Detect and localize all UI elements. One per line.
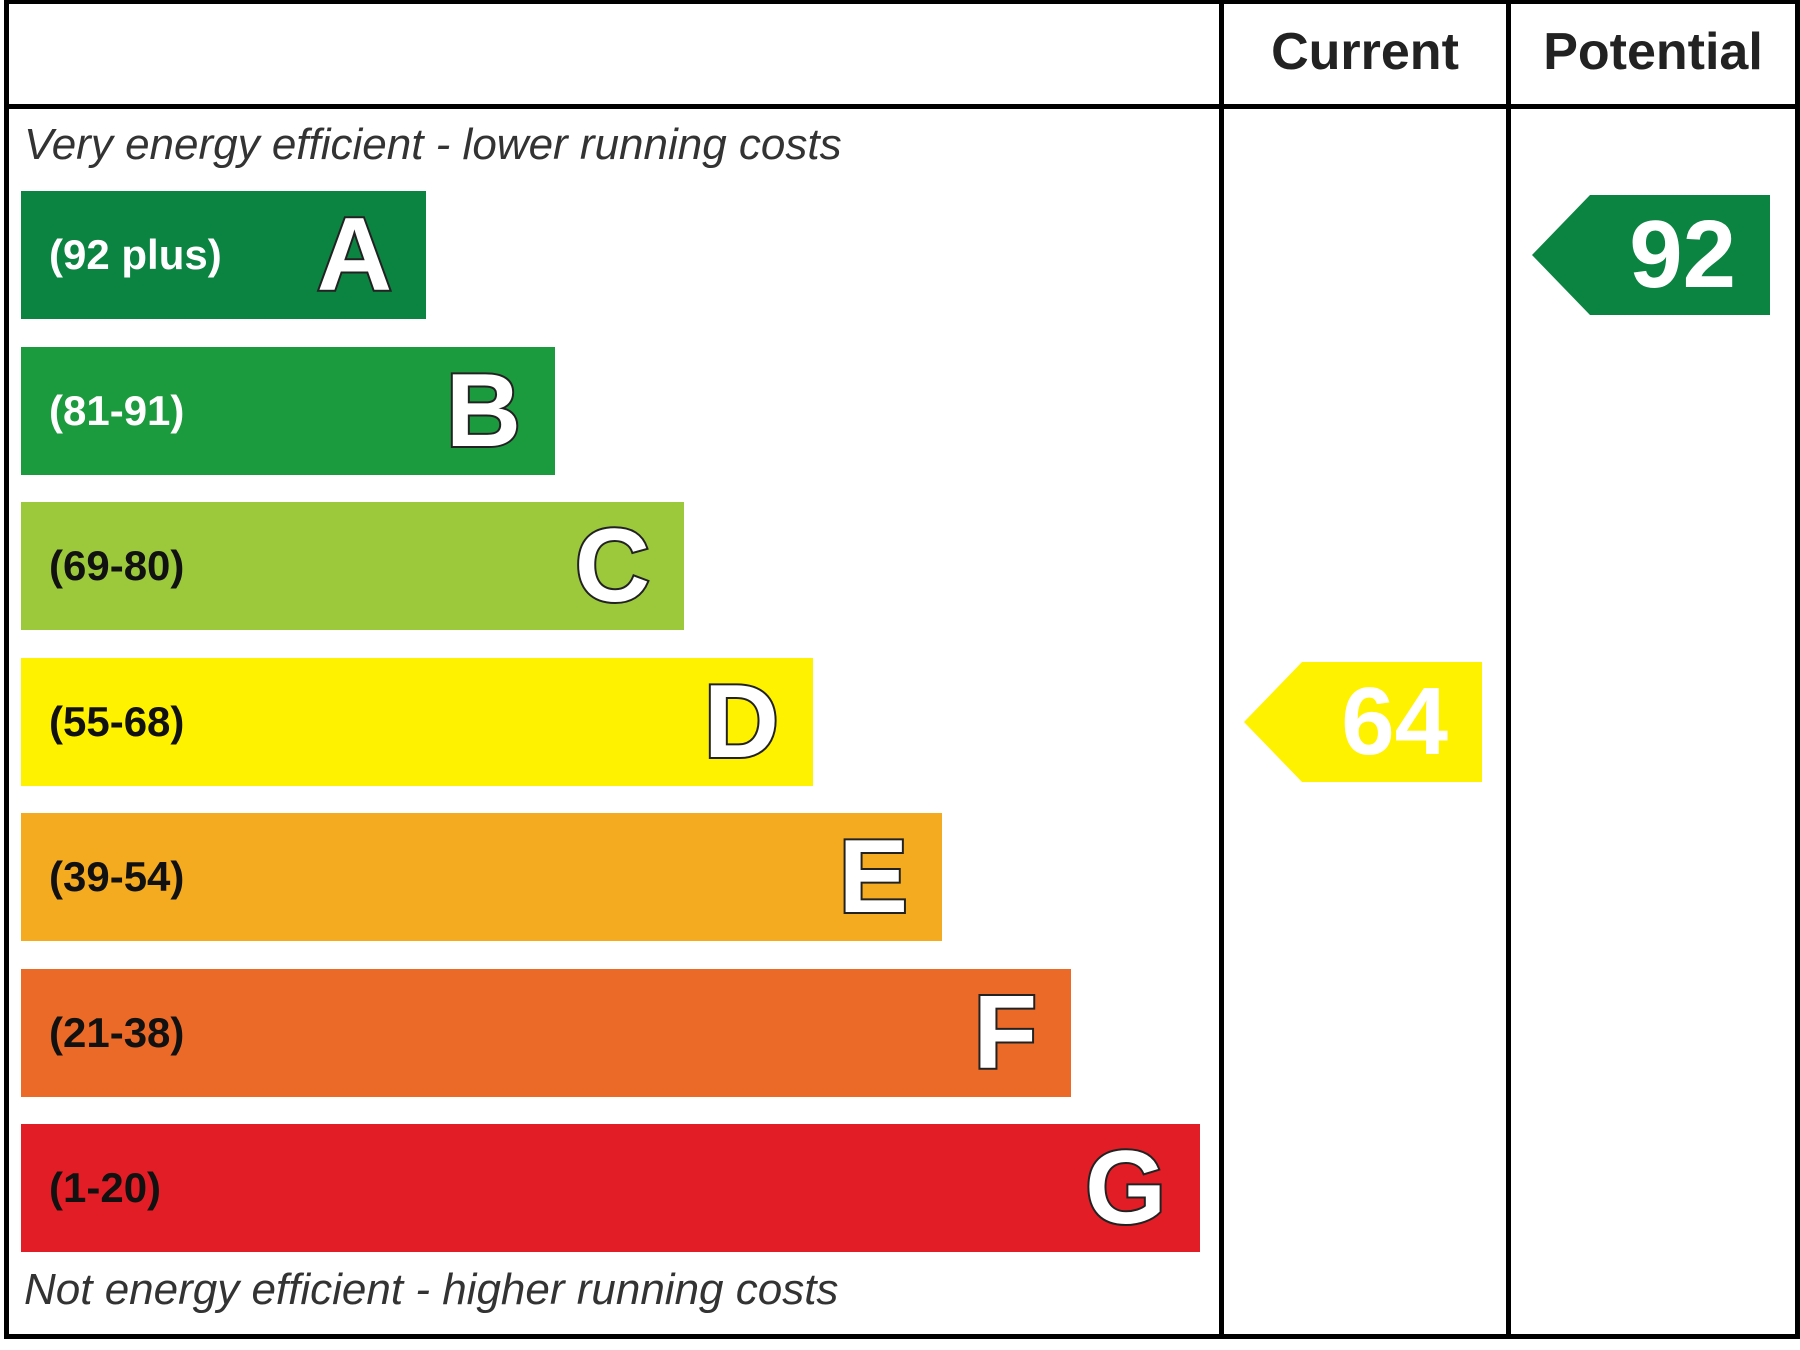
band-range-label: (21-38) [49,1009,185,1056]
band-range-label: (55-68) [49,698,185,745]
band-range-label: (81-91) [49,387,185,434]
band-range-label: (39-54) [49,853,185,900]
band-c: (69-80) C [21,502,684,630]
header-divider [4,104,1800,109]
border-bottom [4,1334,1800,1339]
band-range-label: (1-20) [49,1164,162,1211]
column-header-potential: Potential [1543,23,1763,81]
rating-value: 64 [1341,668,1448,775]
column-divider-potential [1506,0,1511,1338]
band-g: (1-20) G [21,1124,1200,1252]
band-letter: C [573,506,652,626]
band-f: (21-38) F [21,969,1071,1097]
border-right [1795,0,1800,1338]
band-d: (55-68) D [21,658,813,786]
band-letter: A [315,195,394,315]
band-range-label: (69-80) [49,542,185,589]
rating-marker-potential: 92 [1532,195,1770,315]
band-a: (92 plus) A [21,191,426,319]
rating-value: 92 [1629,201,1736,308]
band-e: (39-54) E [21,813,942,941]
caption-inefficient: Not energy efficient - higher running co… [24,1265,839,1314]
band-range-label: (92 plus) [49,231,222,278]
column-divider-current [1219,0,1224,1338]
border-left [4,0,9,1338]
band-b: (81-91) B [21,347,555,475]
band-letter: E [837,817,910,937]
band-letter: D [702,662,781,782]
border-top [4,0,1800,4]
column-header-current: Current [1271,23,1459,81]
caption-efficient: Very energy efficient - lower running co… [24,120,842,169]
band-letter: G [1083,1128,1168,1248]
band-letter: F [971,973,1039,1093]
band-letter: B [444,351,523,471]
rating-marker-current: 64 [1244,662,1482,782]
